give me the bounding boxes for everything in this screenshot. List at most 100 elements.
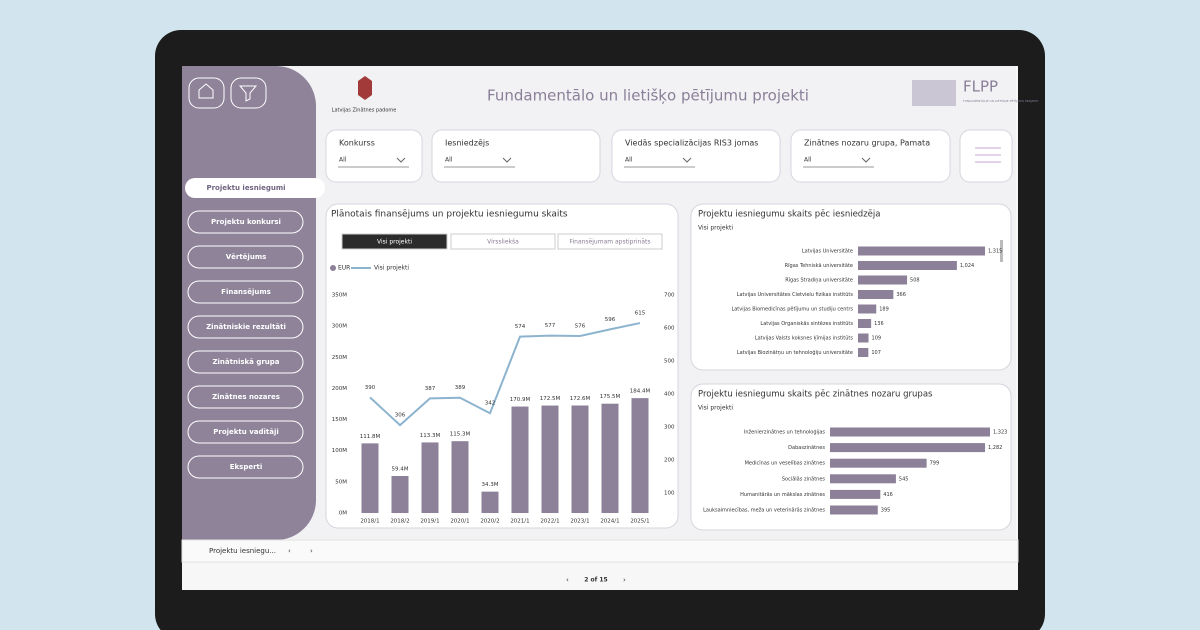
category-label: Latvijas Valsts koksnes ķīmijas institūt… [755, 336, 854, 342]
bar-label: 136 [874, 321, 884, 327]
nav-button[interactable] [187, 210, 304, 234]
nav-label: Vērtējums [226, 253, 267, 261]
nav-button[interactable] [187, 280, 304, 304]
panel [325, 203, 679, 529]
filter[interactable] [431, 129, 601, 183]
filter-value: All [445, 157, 453, 164]
bar [830, 458, 927, 468]
line-label: 306 [395, 413, 406, 419]
next-page[interactable]: › [623, 576, 626, 584]
page-tab[interactable]: Projektu iesniegu... [209, 547, 276, 555]
category-label: Sociālās zinātnes [782, 476, 826, 482]
bar-label: 184.4M [630, 389, 651, 395]
bar-label: 508 [910, 278, 920, 284]
x-tick-label: 2023/1 [570, 519, 589, 525]
nav-button[interactable] [187, 385, 304, 409]
bar [830, 474, 896, 484]
legend-label: EUR [338, 265, 350, 272]
nav-button[interactable] [187, 455, 304, 479]
bar-label: 113.3M [420, 433, 441, 439]
y-tick-label: 250M [332, 355, 347, 361]
toggle-button[interactable] [341, 233, 448, 250]
bar-label: 416 [883, 492, 893, 498]
nav-label: Projektu konkursi [211, 218, 281, 226]
line-label: 574 [515, 324, 526, 330]
category-label: Latvijas Biozinātņu un tehnoloģiju unive… [737, 350, 853, 356]
toggle-label: Virssliekša [487, 239, 519, 246]
filter[interactable] [790, 129, 951, 183]
bar [858, 348, 869, 357]
bar [481, 491, 499, 513]
nav-label: Zinātnes nozares [212, 393, 280, 401]
line-label: 389 [455, 385, 466, 391]
bar-label: 109 [872, 336, 882, 342]
y2-tick-label: 200 [664, 458, 675, 464]
tab-bar [181, 539, 1019, 563]
y-tick-label: 50M [335, 479, 347, 485]
bar-label: 115.3M [450, 432, 471, 438]
category-label: Inženierzinātnes un tehnoloģijas [744, 429, 826, 436]
chart-title: Plānotais finansējums un projektu iesnie… [331, 210, 568, 220]
filter-label: Iesniedzējs [445, 139, 489, 148]
category-label: Dabaszinātnes [788, 445, 825, 451]
slicer-button[interactable] [959, 129, 1013, 183]
bar [858, 304, 877, 314]
y2-tick-label: 500 [664, 359, 675, 365]
nav-active[interactable] [185, 178, 325, 198]
bar-label: 107 [871, 350, 881, 356]
scrollbar[interactable] [1000, 240, 1003, 262]
bar [830, 489, 881, 499]
bar [858, 275, 908, 285]
chevron [682, 157, 692, 163]
chart-subtitle: Visi projekti [698, 405, 733, 412]
bar-label: 366 [896, 292, 906, 298]
reset-button[interactable] [230, 77, 267, 109]
nav-button[interactable] [187, 245, 304, 269]
line-label: 576 [575, 323, 586, 329]
category-label: Latvijas Biomedicīnas pētījumu un studij… [731, 307, 853, 313]
line-label: 577 [545, 323, 556, 329]
chart-title: Projektu iesniegumu skaits pēc zinātnes … [698, 390, 933, 400]
nav-button[interactable] [187, 315, 304, 339]
toggle-button[interactable] [557, 233, 663, 250]
bar [858, 261, 957, 270]
bar-label: 111.8M [360, 434, 381, 440]
nav-button[interactable] [187, 420, 304, 444]
prev-tab[interactable]: ‹ [288, 547, 291, 555]
y2-tick-label: 300 [664, 425, 675, 431]
chart-title: Projektu iesniegumu skaits pēc iesniedzē… [698, 210, 880, 220]
toggle-button[interactable] [450, 233, 556, 250]
filter-value: All [804, 157, 812, 164]
chevron [502, 157, 512, 163]
bar [601, 403, 619, 513]
bar-label: 1,315 [988, 249, 1002, 255]
bar [830, 427, 990, 437]
logo: FLPP [963, 78, 998, 96]
nav-label: Finansējums [221, 288, 271, 296]
legend-swatch [330, 265, 336, 271]
panel [690, 383, 1012, 531]
bar [631, 398, 649, 513]
x-tick-label: 2018/1 [360, 519, 379, 525]
crest [358, 76, 372, 100]
bar [541, 405, 559, 513]
slicer-icon [975, 147, 1001, 163]
x-tick-label: 2025/1 [630, 519, 649, 525]
report-title: Fundamentālo un lietišķo pētījumu projek… [487, 87, 809, 105]
filter[interactable] [611, 129, 781, 183]
filter[interactable] [325, 129, 423, 183]
bar-label: 34.3M [482, 482, 499, 488]
prev-page[interactable]: ‹ [566, 576, 569, 584]
next-tab[interactable]: › [310, 547, 313, 555]
bar [858, 319, 872, 328]
bar [858, 290, 894, 299]
category-label: Rīgas Stradiņa universitāte [785, 278, 853, 284]
y-tick-label: 100M [332, 448, 347, 454]
bar-label: 172.5M [540, 396, 561, 402]
line-label: 342 [485, 401, 496, 407]
x-tick-label: 2020/2 [480, 519, 499, 525]
nav-button[interactable] [187, 350, 304, 374]
home-button[interactable] [188, 77, 225, 109]
filter-label: Konkurss [339, 139, 375, 148]
